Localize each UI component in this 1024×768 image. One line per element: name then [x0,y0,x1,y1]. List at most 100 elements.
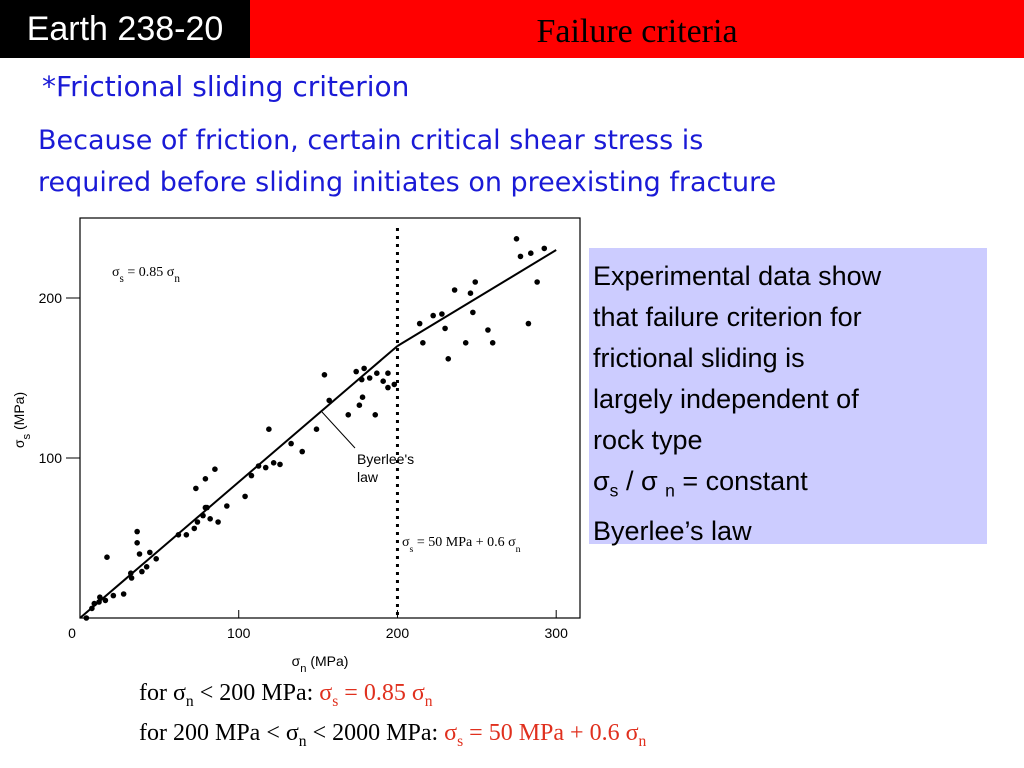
data-point [83,615,90,621]
data-point [385,370,391,376]
data-point [207,516,213,522]
label-part: n [174,273,180,285]
label-part: s [21,433,33,439]
label-part: σ [402,535,410,550]
t: σ [593,466,610,496]
intro: Because of friction, certain critical sh… [38,120,776,204]
t: / σ [618,466,666,496]
text-line: σs / σ n = constant [593,461,987,511]
data-point [420,340,426,346]
label-part: n [516,544,521,555]
data-point [345,412,352,418]
data-point [127,570,134,576]
fit-line [79,345,399,619]
data-point [102,597,109,604]
x-tick-label: 200 [386,625,410,641]
data-point [385,384,391,391]
label-part: = 50 MPa + 0.6 σ [413,535,516,550]
data-point [299,448,306,455]
data-point [467,290,474,296]
x-axis-label: σn (MPa) [292,653,349,675]
equation-label: σs = 0.85 σn [112,265,180,285]
text-line: rock type [593,425,703,455]
data-point [326,397,333,404]
data-point [110,592,117,599]
x-tick-label: 100 [227,625,251,641]
y-tick-label: 200 [39,290,63,306]
data-point [439,311,445,317]
law-label: law [357,469,379,485]
data-point [391,381,398,388]
t: n [638,732,647,750]
data-point [262,464,269,471]
data-point [359,394,366,400]
data-point [248,472,255,479]
data-point [353,368,359,375]
data-point [104,554,110,560]
text-box: Experimental data show that failure crit… [589,248,987,546]
header-bar: Earth 238-20 Failure criteria [0,0,1024,58]
data-point [134,528,140,535]
data-point [193,485,199,492]
y-axis-label: σs (MPa) [11,392,33,448]
data-point [134,540,140,546]
t: for 200 MPa < σ [139,720,299,746]
data-point [224,503,230,509]
data-point [194,519,201,525]
data-point [380,378,386,384]
heading: *Frictional sliding criterion [42,70,410,103]
plot-frame [79,217,581,619]
data-point [270,460,277,466]
label-part: σ [112,265,120,280]
data-point [416,320,423,327]
t: s [609,480,619,501]
data-point [191,525,198,532]
slide-title: Failure criteria [536,13,738,50]
y-tick-label: 100 [39,450,63,466]
label-part: (MPa) [11,392,27,434]
t: n [424,692,433,710]
label-part: σ [292,653,301,669]
t: = 50 MPa + 0.6 σ [463,720,639,746]
t: s [457,732,464,750]
footer-line: for σn < 200 MPa: σs = 0.85 σn [139,680,433,711]
data-point [147,549,153,556]
t: n [185,692,194,710]
law-label: Byerlee's [357,451,414,467]
data-point [212,466,218,473]
data-point [200,512,206,519]
data-point [136,551,143,557]
data-point [525,320,532,327]
data-point [445,356,452,362]
data-point [128,575,135,581]
data-point [288,440,294,447]
t: σ [319,680,333,706]
data-point [485,327,491,333]
data-point [366,375,373,381]
data-point [321,372,328,378]
label-part: σ [11,439,27,448]
data-point [120,591,127,597]
data-point [139,568,145,575]
footer-line: for 200 MPa < σn < 2000 MPa: σs = 50 MPa… [139,720,646,751]
leader-line [321,411,356,449]
text-line: Byerlee’s law [593,516,752,547]
data-point [361,365,367,372]
course-label: Earth 238-20 [0,0,250,58]
data-point [489,340,496,346]
data-point [534,279,540,285]
data-point [153,556,159,562]
data-point [372,412,379,418]
label-part: = 0.85 σ [124,265,175,280]
data-point [183,532,190,538]
fit-line [396,249,557,347]
t: = constant [674,466,808,496]
data-point [255,463,262,469]
data-point [143,564,150,570]
t: s [332,692,339,710]
data-point [472,279,479,285]
data-point [451,287,458,293]
t: for σ [139,680,186,706]
data-point [202,476,209,482]
